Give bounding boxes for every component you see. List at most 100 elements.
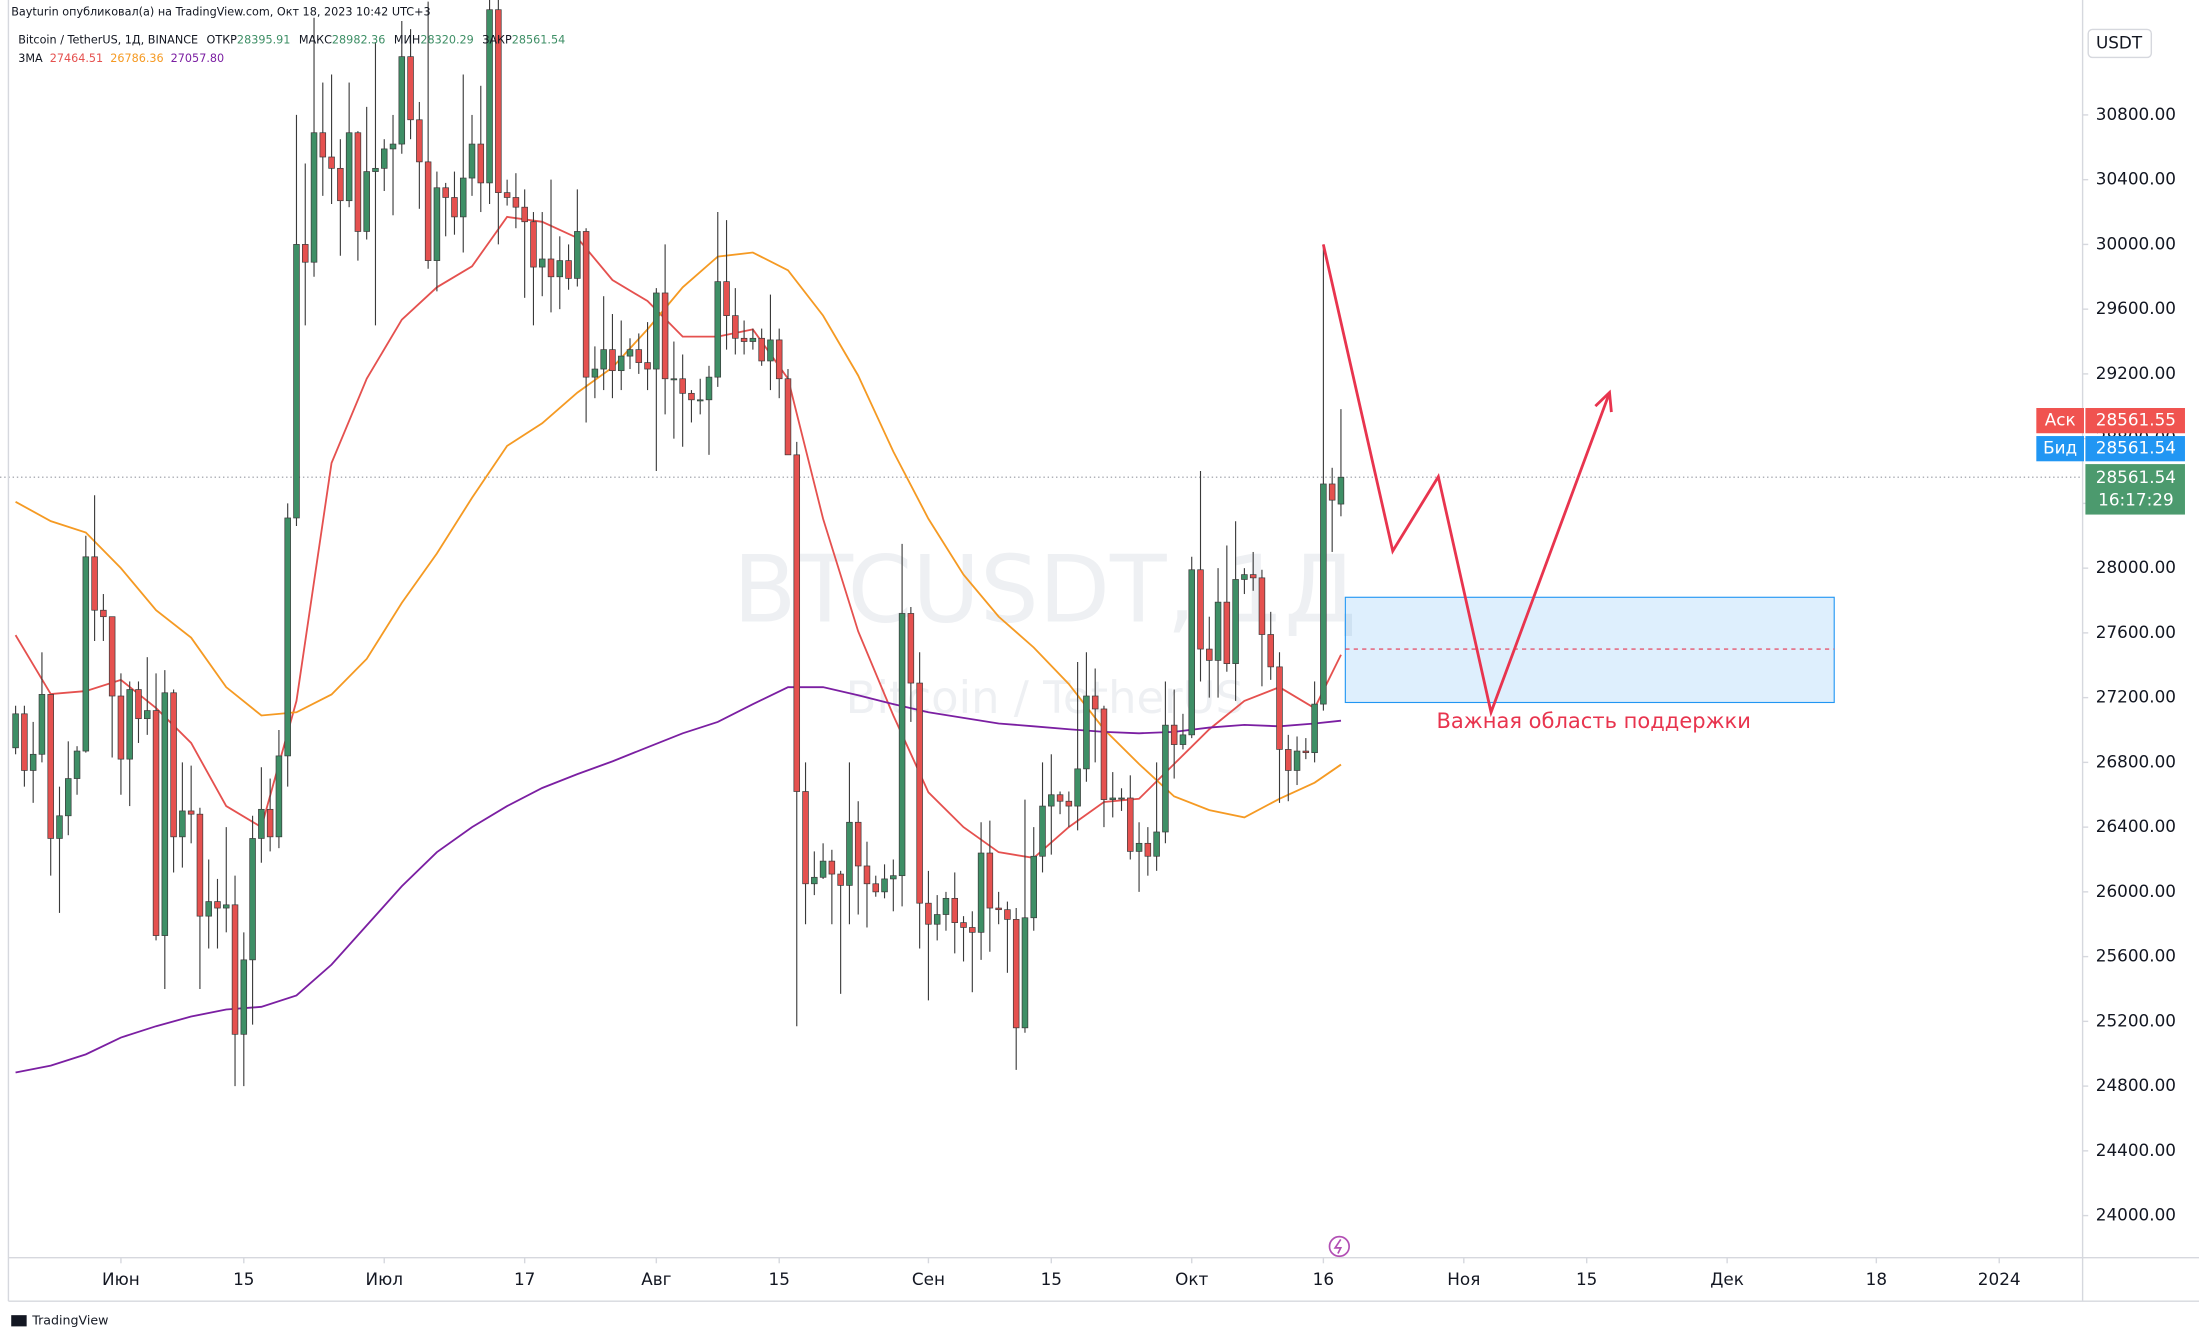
currency[interactable]: USDT (2096, 32, 2143, 52)
candle-body (451, 197, 458, 218)
candle-body (275, 755, 283, 838)
candle-body (1162, 724, 1169, 833)
candle-body (775, 339, 783, 380)
y-tick-label: 29600.00 (2096, 298, 2176, 318)
candle-body (1293, 750, 1301, 771)
candle-body (1039, 805, 1046, 857)
candle-body (328, 156, 335, 169)
candle-body (266, 808, 274, 838)
x-tick-label: 17 (514, 1269, 535, 1289)
candle-body (854, 821, 862, 867)
candle-body (398, 56, 406, 145)
candle-body (1214, 601, 1222, 661)
candle-body (126, 689, 133, 760)
candle-body (337, 167, 344, 202)
candle-body (512, 197, 520, 208)
candle-body (135, 689, 142, 720)
y-tick-label: 25600.00 (2096, 946, 2176, 966)
x-tick-label: Сен (912, 1269, 945, 1289)
candle-body (1179, 734, 1187, 745)
candle-body (1135, 842, 1143, 852)
candle-body (459, 177, 467, 218)
x-tick-label: Июл (365, 1269, 402, 1289)
candle-body (117, 695, 125, 760)
last-price-timer: 16:17:29 (2098, 490, 2174, 510)
x-tick-label: 15 (1576, 1269, 1597, 1289)
x-tick-label: 18 (1866, 1269, 1887, 1289)
candle-body (240, 959, 248, 1035)
candle-body (723, 281, 730, 316)
candle-body (1074, 768, 1081, 807)
legend: Bitcoin / TetherUS, 1Д, BINANCE ОТКР 28395… (18, 34, 565, 65)
candle-body (1100, 708, 1108, 800)
y-tick-label: 30000.00 (2096, 233, 2176, 253)
candle-body (653, 292, 660, 370)
brand: TradingView (31, 1312, 108, 1327)
candle-body (442, 187, 449, 198)
plot-area: BTCUSDT, 1Д Bitcoin / TetherUS Важная об… (0, 0, 2083, 1087)
candle-body (1206, 648, 1213, 661)
price-tag-value: 28561.55 (2096, 410, 2176, 430)
y-tick-label: 27600.00 (2096, 622, 2176, 642)
candle-body (574, 231, 581, 279)
y-tick-label: 25200.00 (2096, 1010, 2176, 1030)
support-zone (1344, 596, 1835, 704)
candle-body (609, 349, 616, 372)
candle-body (767, 339, 774, 362)
candle-body (29, 753, 37, 771)
candle-body (1048, 794, 1055, 807)
candle-body (1118, 797, 1125, 800)
candle-body (205, 901, 212, 917)
candle-body (688, 392, 695, 401)
candle-body (530, 221, 537, 268)
last-price-tag-bg (2085, 464, 2185, 515)
candle-body (170, 692, 177, 838)
x-tick-label: Окт (1175, 1269, 1208, 1289)
price-tag-label: Бид (2043, 438, 2077, 458)
candle-body (916, 682, 923, 904)
candle-body (1012, 919, 1020, 1029)
candle-body (152, 710, 160, 936)
candle-body (925, 902, 932, 925)
x-tick-label: 2024 (1978, 1269, 2021, 1289)
candle-body (214, 901, 221, 909)
candle-body (1153, 831, 1160, 857)
x-tick-label: 15 (233, 1269, 254, 1289)
candle-body (521, 206, 528, 223)
candle-body (732, 315, 739, 339)
candle-body (644, 362, 651, 370)
candle-body (1170, 724, 1178, 745)
candle-body (600, 349, 607, 370)
candle-body (617, 355, 625, 372)
candle-body (1302, 750, 1310, 754)
candle-body (881, 878, 888, 893)
x-tick-label: 15 (1041, 1269, 1062, 1289)
price-tag-value: 28561.54 (2096, 438, 2176, 458)
candle-body (91, 556, 98, 611)
legend-text: 26786.36 (110, 52, 163, 65)
candle-body (179, 810, 186, 838)
candle-body (1030, 855, 1037, 919)
candle-body (933, 914, 941, 925)
candle-body (389, 143, 397, 150)
price-tag-label-bg (2036, 436, 2085, 462)
watermark-name: Bitcoin / TetherUS (846, 671, 1244, 724)
event-icon[interactable] (1328, 1235, 1350, 1258)
candle-body (416, 119, 423, 163)
candle-body (486, 9, 493, 184)
price-tag-label-bg (2036, 408, 2085, 434)
candle-body (310, 132, 318, 263)
candle-body (679, 378, 686, 394)
candle-body (1285, 749, 1292, 771)
header: Bayturin опубликовал(а) на TradingView.c… (11, 6, 430, 19)
candle-body (477, 143, 485, 184)
candle-body (538, 258, 546, 268)
y-tick-label: 26800.00 (2096, 751, 2176, 771)
candle-body (1320, 483, 1327, 705)
candle-body (1241, 574, 1248, 580)
support-zone-label: Важная область поддержки (1436, 708, 1750, 733)
currency-button[interactable] (2087, 28, 2153, 59)
